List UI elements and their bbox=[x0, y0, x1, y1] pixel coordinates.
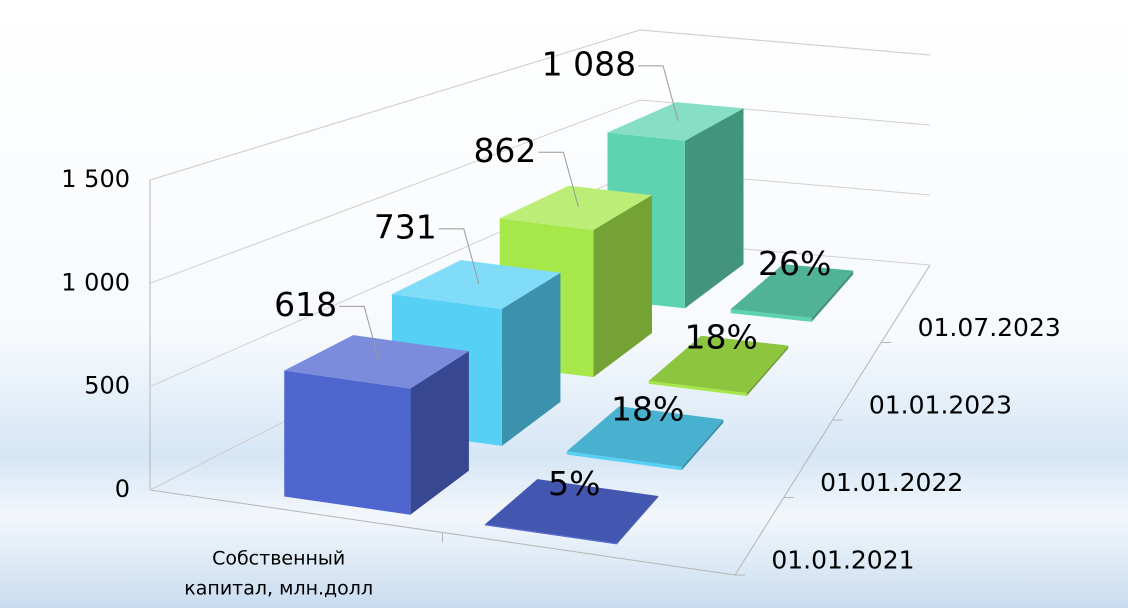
data-label: 731 bbox=[374, 207, 437, 246]
bar-face bbox=[681, 419, 724, 471]
bar-face bbox=[566, 451, 682, 471]
bar-face bbox=[391, 259, 561, 309]
bar-face bbox=[410, 351, 469, 515]
bar-face bbox=[648, 335, 789, 393]
y-tick-label: 0 bbox=[115, 475, 130, 503]
data-label: 618 bbox=[274, 285, 337, 324]
bar-face bbox=[284, 335, 469, 389]
bar-face bbox=[607, 102, 744, 141]
bar-face bbox=[746, 345, 789, 397]
bar-face bbox=[499, 185, 652, 230]
bar bbox=[648, 335, 789, 397]
bar-face bbox=[616, 495, 659, 545]
legend-label: 01.01.2022 bbox=[820, 468, 963, 497]
bar-face bbox=[593, 195, 652, 378]
leader-line bbox=[638, 65, 679, 122]
bar-face bbox=[730, 309, 812, 322]
y-tick-label: 500 bbox=[84, 372, 130, 400]
y-tick-label: 1 500 bbox=[61, 165, 130, 193]
bar-face bbox=[284, 370, 411, 515]
data-label: 26% bbox=[758, 244, 831, 283]
bar-face bbox=[648, 380, 747, 397]
leader-line bbox=[438, 228, 480, 285]
leader-line bbox=[339, 305, 380, 362]
data-label: 5% bbox=[548, 464, 600, 503]
data-label: 18% bbox=[611, 389, 684, 428]
bar-face bbox=[730, 264, 854, 318]
leader-line bbox=[538, 151, 579, 208]
data-label: 1 088 bbox=[542, 44, 636, 83]
bar bbox=[730, 264, 854, 322]
x-tick-label: Собственный капитал, млн.долл bbox=[184, 547, 373, 599]
data-label: 18% bbox=[685, 317, 758, 356]
bar-face bbox=[501, 272, 561, 446]
legend-label: 01.07.2023 bbox=[918, 313, 1061, 342]
data-label: 862 bbox=[473, 131, 536, 170]
bar-face bbox=[811, 270, 854, 322]
bar-face bbox=[566, 406, 724, 467]
grid-line bbox=[149, 99, 931, 284]
grid-line bbox=[149, 29, 931, 181]
legend-label: 01.01.2023 bbox=[869, 390, 1012, 419]
y-tick-label: 1 000 bbox=[61, 268, 130, 296]
bar-face bbox=[684, 108, 744, 309]
bar bbox=[284, 335, 469, 515]
bar bbox=[484, 479, 659, 545]
bar-face bbox=[484, 479, 659, 544]
legend-label: 01.01.2021 bbox=[771, 545, 914, 574]
bar-face bbox=[484, 524, 617, 545]
bar bbox=[566, 406, 724, 471]
